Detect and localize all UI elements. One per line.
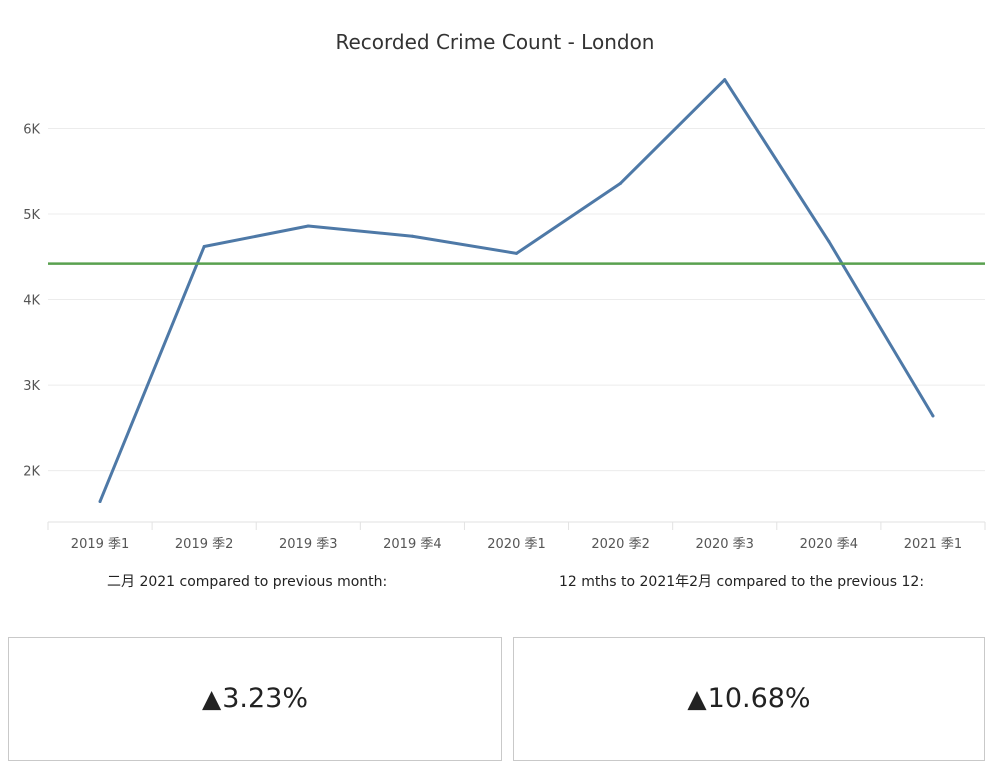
kpi-card-month: ▲3.23% [8, 637, 502, 761]
x-tick-label: 2020 季1 [487, 537, 546, 552]
y-tick-label: 2K [23, 465, 40, 480]
x-tick-label: 2019 季1 [71, 537, 130, 552]
y-tick-label: 6K [23, 122, 40, 137]
gridlines [48, 127, 985, 472]
x-tick-label: 2021 季1 [904, 537, 963, 552]
x-tick-label: 2019 季2 [175, 537, 234, 552]
series-group [98, 78, 935, 503]
x-tick-label: 2020 季3 [695, 537, 754, 552]
up-arrow-icon: ▲ [201, 684, 222, 713]
data-point [306, 224, 310, 228]
y-tick-label: 4K [23, 294, 40, 309]
chart-title: Recorded Crime Count - London [335, 30, 655, 54]
x-tick-label: 2019 季3 [279, 537, 338, 552]
data-point [931, 414, 935, 418]
y-tick-label: 5K [23, 208, 40, 223]
data-point [410, 234, 414, 238]
kpi-value-month: ▲3.23% [9, 682, 501, 716]
data-point [723, 78, 727, 82]
y-axis-ticks: 2K 3K 4K 5K 6K [23, 122, 40, 479]
data-point [98, 499, 102, 503]
y-tick-label: 3K [23, 379, 40, 394]
caption-previous-month: 二月 2021 compared to previous month: [107, 574, 388, 590]
x-tick-label: 2020 季4 [800, 537, 859, 552]
data-point [619, 181, 623, 185]
data-point [827, 239, 831, 243]
up-arrow-icon: ▲ [687, 684, 707, 713]
caption-previous-12-months: 12 mths to 2021年2月 compared to the previ… [559, 574, 925, 590]
data-point [515, 251, 518, 255]
kpi-value-12-months: ▲10.68% [514, 682, 984, 716]
kpi-month-percent: 3.23% [222, 683, 308, 714]
kpi-card-12-months: ▲10.68% [513, 637, 985, 761]
series-line [98, 78, 935, 503]
x-tick-label: 2020 季2 [591, 537, 650, 552]
kpi-12-months-percent: 10.68% [707, 683, 811, 714]
data-point [202, 245, 206, 249]
x-tick-label: 2019 季4 [383, 537, 442, 552]
x-axis-ticks: 2019 季1 2019 季2 2019 季3 2019 季4 2020 季1 2020 … [47, 522, 986, 552]
